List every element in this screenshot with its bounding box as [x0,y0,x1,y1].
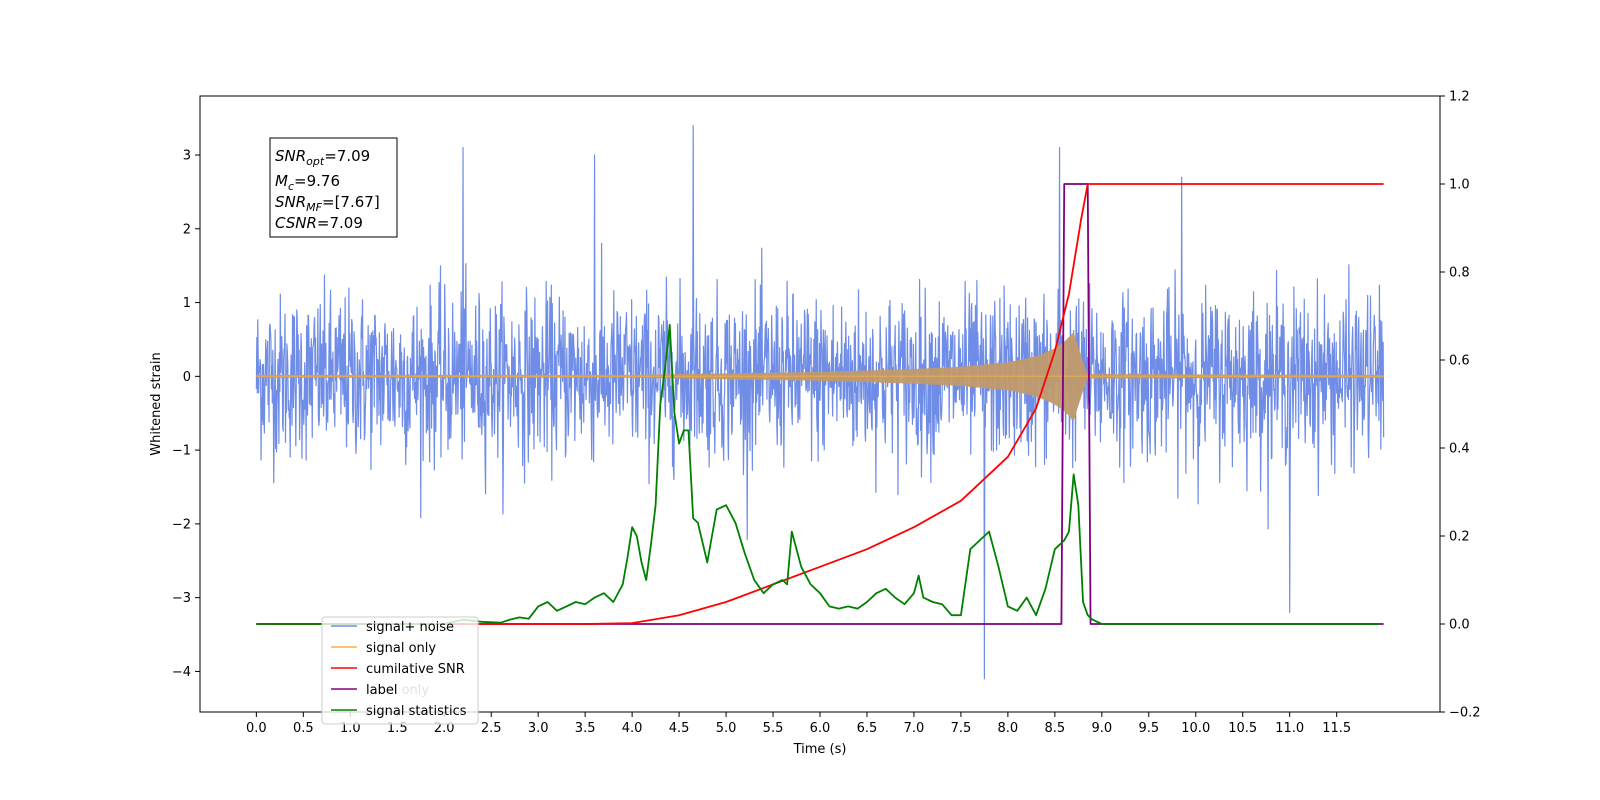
annotation-mc: Mc=9.76 [275,172,340,193]
y2-tick-label: 0.8 [1449,266,1470,281]
x-tick-label: 3.0 [528,721,549,736]
annotation-box-frame [269,137,398,238]
annotation-snr-opt: SNRopt=7.09 [275,147,370,168]
x-tick-label: 8.0 [998,721,1019,736]
x-tick-label: 2.5 [481,721,502,736]
x-tick-label: 2.0 [434,721,455,736]
legend-label-signal-noise: signal+ noise [366,620,454,635]
x-tick-label: 5.0 [716,721,737,736]
x-tick-label: 3.5 [575,721,596,736]
y2-tick-label: 0.6 [1449,354,1470,369]
x-axis-ticks: 0.0 0.5 1.0 1.5 2.0 2.5 3.0 3.5 4.0 4.5 5.0 5.5 6.0 6… [246,712,1351,736]
y-axis-ticks: 3 2 1 0 −1 −2 −3 −4 [172,149,200,680]
y2-tick-label: 1.2 [1449,90,1470,105]
y-tick-label: 2 [183,222,191,237]
x-tick-label: 11.0 [1275,721,1304,736]
x-tick-label: 9.0 [1091,721,1112,736]
y2-tick-label: 1.0 [1449,178,1470,193]
y2-tick-label: 0.2 [1449,530,1470,545]
x-tick-label: 4.5 [669,721,690,736]
y-tick-label: 3 [183,149,191,164]
legend-label-cumulative-snr: cumilative SNR [366,662,465,677]
x-tick-label: 10.5 [1228,721,1257,736]
x-tick-label: 9.5 [1138,721,1159,736]
y-tick-label: 0 [183,370,191,385]
plot-area [255,124,1385,680]
x-tick-label: 1.0 [340,721,361,736]
y-tick-label: −3 [172,591,191,606]
x-tick-label: 11.5 [1322,721,1351,736]
x-tick-label: 6.5 [857,721,878,736]
annotation-snr-mf: SNRMF=[7.67] [275,193,380,214]
x-tick-label: 8.5 [1045,721,1066,736]
y-tick-label: −4 [172,665,191,680]
y2-tick-label: −0.2 [1449,706,1481,721]
x-tick-label: 5.5 [763,721,784,736]
legend-frame [321,616,479,725]
x-tick-label: 1.5 [387,721,408,736]
legend: signal+ noise signal only cumilative SNR… [321,616,479,725]
annotation-box: SNRopt=7.09 Mc=9.76 SNRMF=[7.67] CSNR=7.… [269,137,398,238]
legend-label-signal-statistics: signal statistics [366,704,467,719]
x-tick-label: 0.5 [293,721,314,736]
y-tick-label: −2 [172,517,191,532]
legend-label-signal-only: signal only [366,641,436,656]
x-tick-label: 6.0 [810,721,831,736]
x-tick-label: 7.0 [904,721,925,736]
series-cumulative-snr [256,183,1384,625]
x-tick-label: 0.0 [246,721,267,736]
y2-tick-label: 0.4 [1449,442,1470,457]
x-tick-label: 7.5 [951,721,972,736]
y-axis-label: Whitened strain [149,352,164,455]
annotation-csnr: CSNR=7.09 [275,214,363,232]
series-signal-noise [255,124,1385,680]
series-signal-statistics [256,323,1379,625]
legend-label-label: label [366,683,397,698]
y-tick-label: −1 [172,444,191,459]
x-tick-label: 10.0 [1181,721,1210,736]
y2-tick-label: 0.0 [1449,618,1470,633]
y-tick-label: 1 [183,296,191,311]
legend-label-label-only-overlapped: label only [366,683,429,698]
x-axis-label: Time (s) [793,742,847,757]
y2-axis-ticks: 1.2 1.0 0.8 0.6 0.4 0.2 0.0 −0.2 [1440,90,1481,721]
x-tick-label: 4.0 [622,721,643,736]
